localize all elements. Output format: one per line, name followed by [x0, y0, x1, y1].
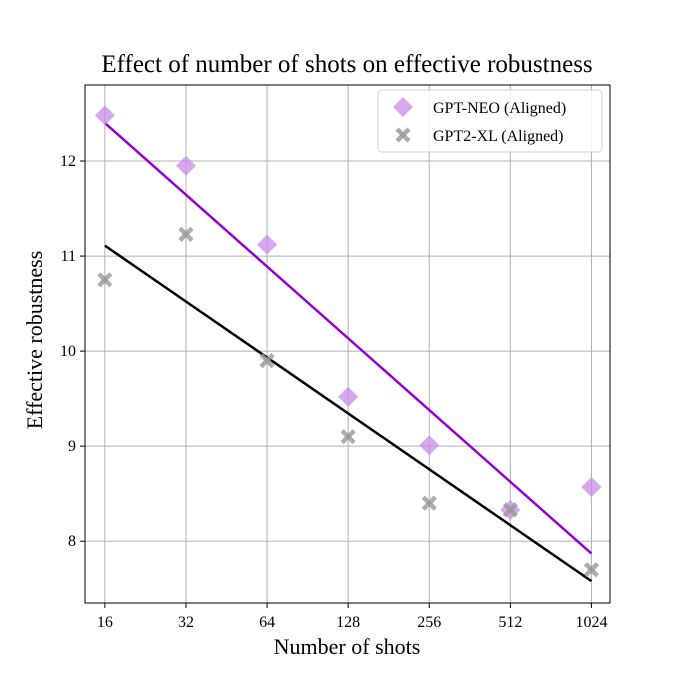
y-tick-label: 11: [61, 248, 76, 265]
y-ticks: 8 9 10 11 12: [60, 153, 85, 550]
y-tick-label: 10: [60, 343, 76, 360]
y-tick-label: 9: [68, 438, 76, 455]
data-point-x: [178, 226, 194, 242]
fit-line-2: [104, 244, 593, 583]
data-point-x: [583, 562, 600, 578]
data-point-diamond: [94, 105, 115, 126]
grid: [85, 85, 610, 603]
legend-marker-diamond: [393, 97, 413, 117]
x-tick-label: 1024: [575, 614, 607, 631]
plot-frame: [84, 84, 611, 604]
data-point-diamond: [257, 234, 278, 255]
x-tick-label: 16: [97, 614, 113, 631]
x-tick-label: 128: [336, 614, 360, 631]
data-point-diamond: [175, 155, 196, 176]
data-point-x: [340, 429, 356, 445]
data-point-diamond: [581, 477, 602, 498]
legend-marker-x: [395, 127, 411, 143]
data-point-x: [502, 502, 518, 518]
legend-label: GPT2-XL (Aligned): [433, 128, 564, 145]
legend-box: [377, 89, 603, 153]
data-point-x: [421, 495, 437, 511]
y-axis-label: Effective robustness: [22, 251, 47, 430]
x-tick-label: 64: [259, 614, 275, 631]
data-point-x: [259, 353, 275, 369]
fit-lines: [104, 122, 593, 583]
x-tick-label: 512: [498, 614, 522, 631]
x-tick-label: 32: [178, 614, 194, 631]
data-point-x: [97, 272, 113, 288]
data-point-diamond: [338, 386, 359, 407]
x-tick-label: 256: [417, 614, 441, 631]
chart-title: Effect of number of shots on effective r…: [101, 51, 592, 78]
x-ticks: 16 32 64 128 256 512 1024: [97, 603, 607, 631]
legend: GPT-NEO (Aligned) GPT2-XL (Aligned): [377, 89, 603, 153]
markers: [94, 105, 602, 578]
y-tick-label: 12: [60, 153, 76, 170]
legend-label: GPT-NEO (Aligned): [433, 100, 566, 117]
data-point-diamond: [419, 435, 440, 456]
y-tick-label: 8: [68, 533, 76, 550]
fit-line-1: [104, 122, 593, 555]
x-axis-label: Number of shots: [274, 634, 421, 659]
